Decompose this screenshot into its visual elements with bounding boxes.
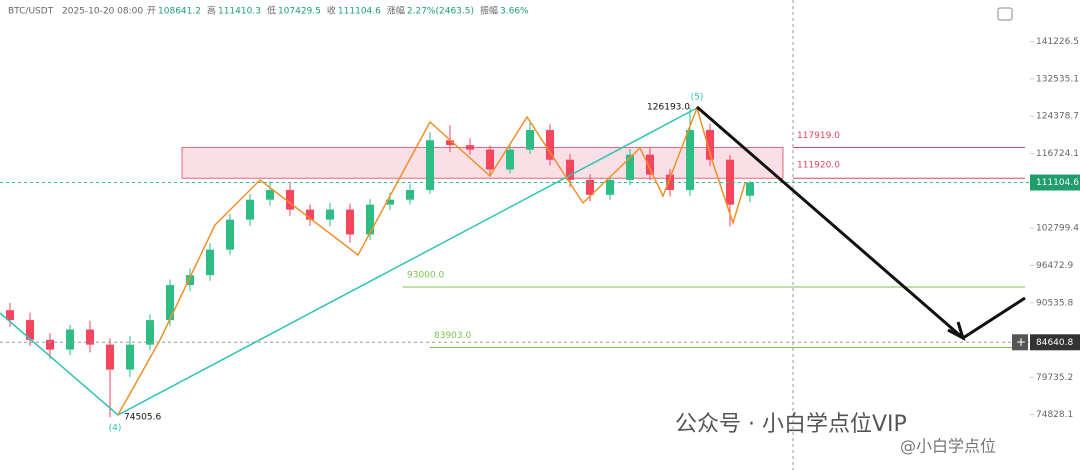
settings-button[interactable] — [997, 7, 1013, 21]
ohlc-header: 开 108641.2 高 111410.3 低 107429.5 收 111104.6 涨幅 2.… — [147, 5, 529, 17]
y-tick-label: 79735.2 — [1036, 373, 1073, 383]
candle-body — [726, 159, 734, 205]
candle-body — [486, 149, 494, 170]
header-value: 111410.3 — [218, 7, 261, 17]
header-value: 3.66% — [500, 7, 529, 17]
level-label: 117919.0 — [797, 131, 840, 141]
header-value: 107429.5 — [278, 7, 321, 17]
header-label: 振幅 — [480, 5, 498, 17]
y-tick-label: 141226.5 — [1036, 37, 1079, 47]
y-tick-label: 96472.9 — [1036, 261, 1073, 271]
candle-body — [546, 129, 554, 160]
candle-body — [106, 344, 114, 370]
header-label: 高 — [207, 5, 216, 17]
plot: 141226.5 132535.1 124378.7 116724.1 102799.4… — [0, 37, 1080, 434]
candle-body — [706, 129, 714, 160]
candle-body — [426, 140, 434, 190]
candle-body — [406, 189, 414, 200]
candle-body — [386, 199, 394, 205]
level-label: 111920.0 — [797, 161, 840, 171]
symbol: BTC/USDT — [8, 7, 54, 17]
price-axis — [1030, 0, 1080, 470]
wave-label: (5) — [691, 93, 704, 103]
annotation-label: 126193.0 — [647, 103, 690, 113]
candle-body — [6, 310, 14, 321]
y-tick-label: 102799.4 — [1036, 224, 1079, 234]
candle-body — [126, 344, 134, 370]
candle-body — [26, 320, 34, 340]
candle-body — [346, 209, 354, 235]
y-tick-label: 116724.1 — [1036, 149, 1079, 159]
candle-body — [206, 249, 214, 276]
zone — [181, 147, 784, 179]
candle-body — [326, 209, 334, 220]
crosshair-label: 84640.8 — [1036, 338, 1073, 348]
header-label: 涨幅 — [387, 5, 405, 17]
candle-body — [66, 329, 74, 350]
candle-body — [146, 320, 154, 345]
candle-body — [526, 129, 534, 150]
candle-body — [506, 149, 514, 170]
candle-body — [586, 179, 594, 195]
candle-body — [646, 154, 654, 175]
crosshair-tag — [1030, 334, 1080, 351]
watermark: 公众号 · 小白学点位VIP — [675, 412, 907, 437]
watermark: @小白学点位 — [900, 437, 996, 456]
header-value: 111104.6 — [338, 7, 381, 17]
candle-body — [686, 129, 694, 190]
annotation-label: 74505.6 — [124, 413, 161, 423]
last-price-label: 111104.6 — [1036, 178, 1079, 188]
candle-body — [86, 329, 94, 345]
y-tick-label: 132535.1 — [1036, 74, 1079, 84]
candle-body — [466, 145, 474, 150]
y-tick-label: 90535.8 — [1036, 298, 1073, 308]
candle-body — [246, 199, 254, 220]
candle-body — [266, 189, 274, 200]
last-price-tag — [1030, 174, 1080, 191]
candle-body — [446, 140, 454, 146]
wave-label: (4) — [109, 424, 122, 434]
candle-body — [666, 174, 674, 190]
crosshair-plus: + — [1016, 335, 1026, 349]
header-value: 2.27%(2463.5) — [407, 7, 474, 17]
header-value: 108641.2 — [158, 7, 201, 17]
candle-body — [626, 154, 634, 180]
candle-body — [306, 209, 314, 220]
y-tick-label: 124378.7 — [1036, 112, 1079, 122]
candle-body — [46, 339, 54, 350]
time: 2025-10-20 08:00 — [62, 7, 143, 17]
candle-body — [166, 285, 174, 321]
candle-body — [286, 189, 294, 210]
arrow-head — [947, 321, 966, 342]
crosshair-add[interactable] — [1012, 334, 1028, 351]
level-label: 93000.0 — [407, 270, 444, 280]
wave-line — [117, 105, 746, 416]
level-label: 83903.0 — [434, 331, 471, 341]
y-tick-label: 74828.1 — [1036, 410, 1073, 420]
candle-body — [746, 182, 754, 196]
candle-body — [606, 179, 614, 195]
candle-body — [186, 275, 194, 286]
header-label: 低 — [267, 5, 276, 17]
candle-body — [566, 159, 574, 180]
candle-body — [366, 204, 374, 235]
candle-body — [226, 219, 234, 250]
header-label: 开 — [147, 6, 156, 17]
header-label: 收 — [327, 5, 336, 17]
